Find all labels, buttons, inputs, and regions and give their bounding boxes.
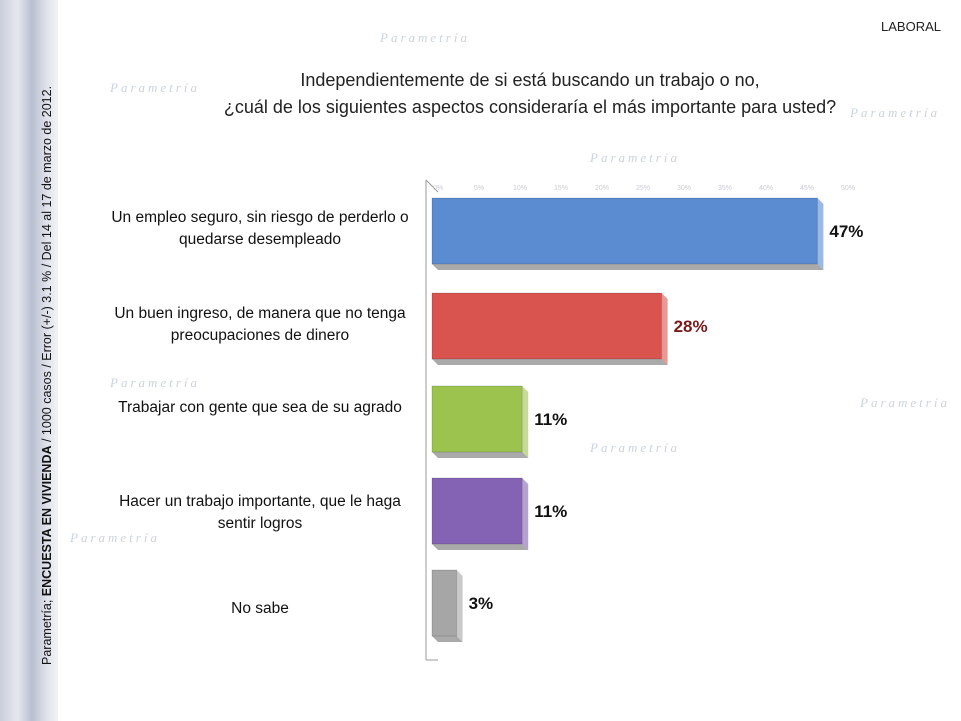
chart-title: Independientemente de si está buscando u… <box>223 70 837 117</box>
x-tick-label: 20% <box>595 185 609 192</box>
watermark: Parametría <box>70 530 160 545</box>
data-label: 28% <box>674 317 708 336</box>
x-tick-label: 30% <box>677 185 691 192</box>
watermark: Parametría <box>850 105 940 120</box>
data-label: 3% <box>469 594 494 613</box>
bar-shadow <box>432 636 463 642</box>
bar-shadow <box>432 359 668 365</box>
bar-side <box>456 570 463 642</box>
section-label: LABORAL <box>881 19 941 34</box>
bar <box>431 569 458 637</box>
bar-side <box>661 293 668 365</box>
watermark: Parametría <box>380 30 470 45</box>
category-label: Trabajar con gente que sea de su agrado <box>118 399 402 416</box>
x-tick-label: 45% <box>800 185 814 192</box>
x-tick-label: 15% <box>554 185 568 192</box>
watermark: Parametría <box>110 80 200 95</box>
x-tick-label: 50% <box>841 185 855 192</box>
bar-shadow <box>432 544 529 550</box>
bar <box>431 477 523 545</box>
watermark: Parametría <box>860 395 950 410</box>
x-tick-label: 40% <box>759 185 773 192</box>
bar-side <box>817 198 824 270</box>
data-label: 11% <box>534 410 567 429</box>
axis-depth-line <box>425 179 439 193</box>
bar-side <box>522 478 529 550</box>
data-label: 47% <box>829 222 863 241</box>
x-tick-label: 25% <box>636 185 650 192</box>
watermark: Parametría <box>110 375 200 390</box>
bar-shadow <box>432 264 824 270</box>
x-tick-label: 10% <box>513 185 527 192</box>
x-tick-label: 5% <box>474 185 484 192</box>
x-tick-label: 35% <box>718 185 732 192</box>
category-label: Un empleo seguro, sin riesgo de perderlo… <box>111 209 409 248</box>
watermark: Parametría <box>590 150 680 165</box>
bar-side <box>522 386 529 458</box>
bar <box>431 292 663 360</box>
x-tick-label: 0% <box>433 185 443 192</box>
watermark: Parametría <box>590 440 680 455</box>
data-label: 11% <box>534 502 567 521</box>
bar-shadow <box>432 452 529 458</box>
category-label: Hacer un trabajo importante, que le haga… <box>119 493 401 532</box>
bar <box>431 197 818 265</box>
bar <box>431 385 523 453</box>
category-label: Un buen ingreso, de manera que no tenga … <box>114 305 406 344</box>
category-label: No sabe <box>231 600 289 617</box>
decorative-side-strip <box>0 0 58 721</box>
